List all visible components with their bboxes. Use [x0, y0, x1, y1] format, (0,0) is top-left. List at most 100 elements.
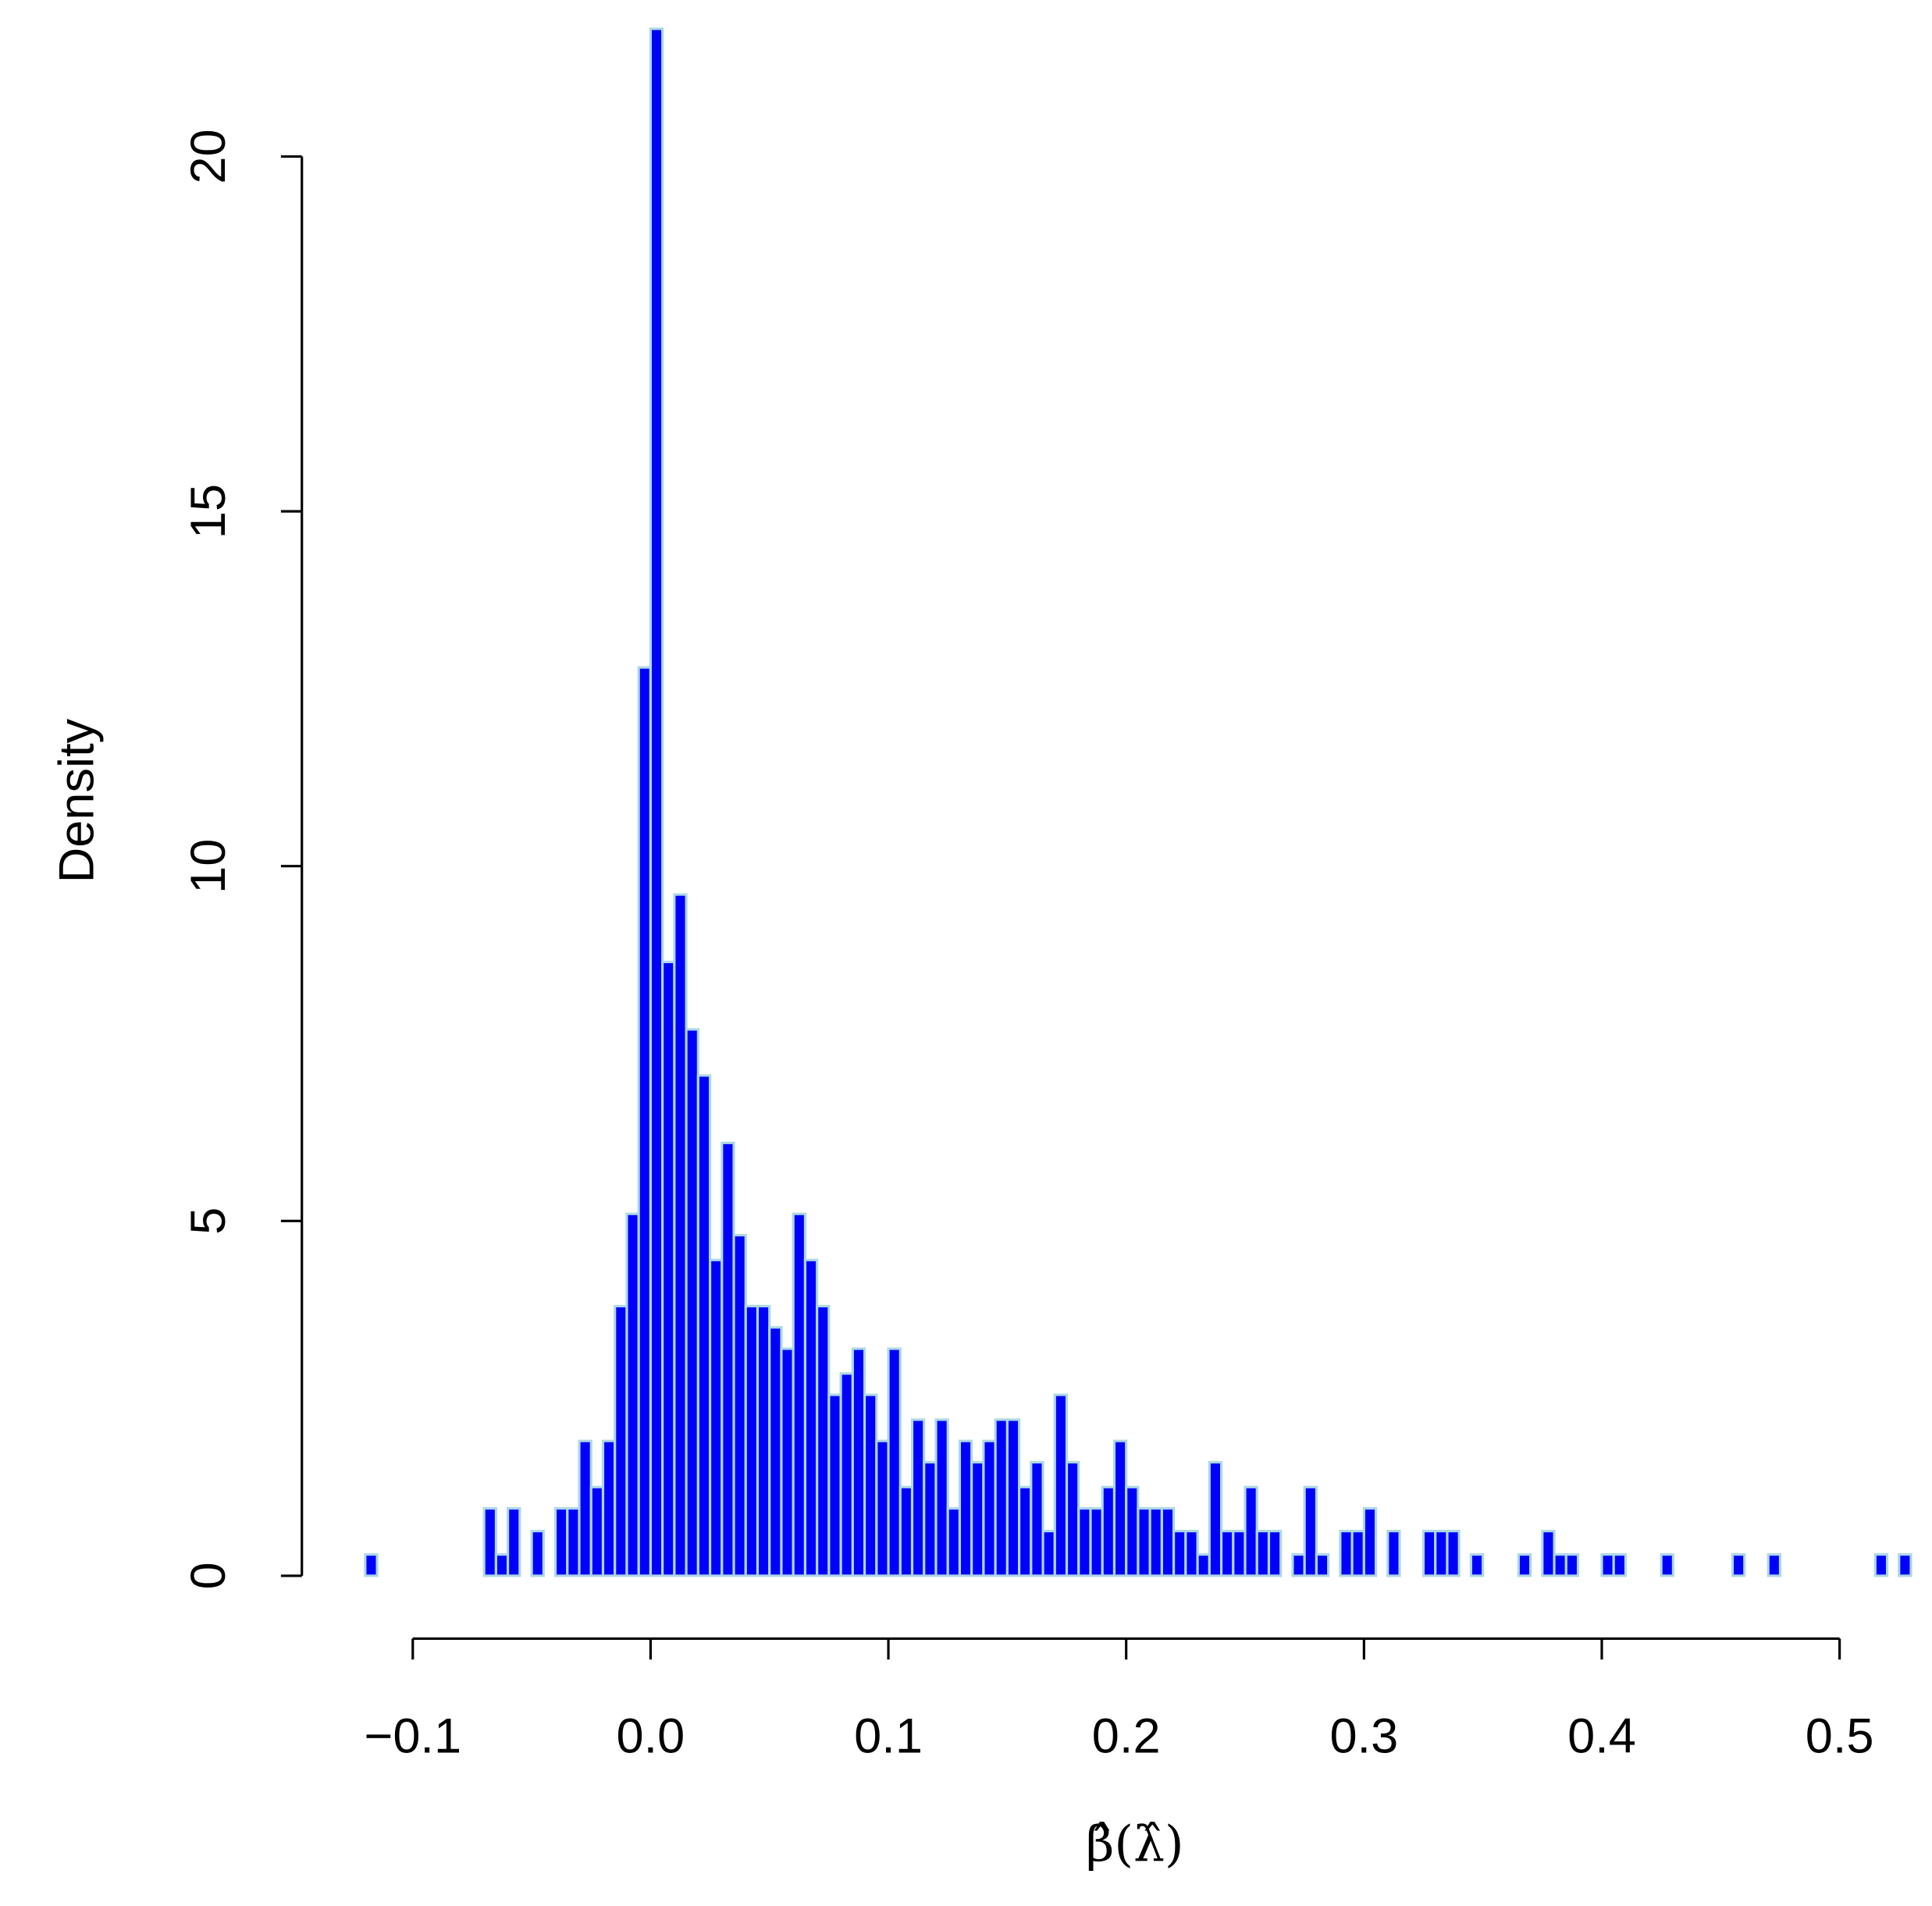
bar — [1125, 1485, 1140, 1577]
bar — [1089, 1506, 1104, 1577]
bar — [649, 27, 664, 1577]
bar — [1541, 1530, 1556, 1577]
bar — [1232, 1530, 1247, 1577]
bar — [792, 1212, 807, 1577]
bar — [685, 1028, 699, 1577]
bar — [946, 1506, 962, 1577]
x-tick-label: −0.1 — [364, 1709, 461, 1764]
bar — [898, 1485, 914, 1577]
bar — [851, 1347, 866, 1577]
bar — [507, 1506, 521, 1577]
bar — [958, 1439, 973, 1577]
bar — [1350, 1530, 1365, 1577]
bar — [625, 1212, 640, 1577]
bar — [578, 1439, 592, 1577]
x-tick-label: 0.1 — [854, 1709, 923, 1764]
y-tick-label: 15 — [181, 484, 236, 539]
bar — [1421, 1530, 1437, 1577]
bar — [732, 1233, 747, 1577]
bar — [1469, 1553, 1485, 1577]
bar — [1112, 1439, 1128, 1577]
bar — [1898, 1553, 1912, 1577]
bar — [1077, 1506, 1092, 1577]
bar — [673, 893, 688, 1577]
bar — [1160, 1506, 1176, 1577]
bar — [1065, 1460, 1080, 1577]
bar — [1731, 1553, 1746, 1577]
bar — [816, 1304, 831, 1577]
bar — [1030, 1460, 1044, 1577]
bar — [530, 1530, 545, 1577]
bar — [661, 960, 676, 1577]
bar — [1172, 1530, 1187, 1577]
bar — [1315, 1553, 1330, 1577]
bar — [1446, 1530, 1461, 1577]
bar — [601, 1439, 617, 1577]
bar — [1196, 1553, 1211, 1577]
bar — [923, 1460, 938, 1577]
bar — [934, 1418, 949, 1577]
y-tick-label: 10 — [181, 839, 236, 894]
bar — [566, 1506, 581, 1577]
bar — [1053, 1393, 1069, 1577]
bar — [553, 1506, 569, 1577]
y-tick-label: 0 — [181, 1562, 236, 1589]
bar — [803, 1258, 819, 1577]
bar — [827, 1393, 842, 1577]
bar — [756, 1304, 771, 1577]
bar — [482, 1506, 497, 1577]
bar — [1267, 1530, 1283, 1577]
bar — [1386, 1530, 1401, 1577]
bar — [1184, 1530, 1199, 1577]
bar — [720, 1141, 735, 1577]
bar — [910, 1418, 926, 1577]
bar — [1612, 1553, 1628, 1577]
bar — [1291, 1553, 1306, 1577]
bar — [1517, 1553, 1532, 1577]
bar — [982, 1439, 997, 1577]
x-tick-label: 0.2 — [1092, 1709, 1161, 1764]
bar — [1564, 1553, 1580, 1577]
bar — [708, 1258, 724, 1577]
bar — [863, 1393, 878, 1577]
x-axis-label: β̂(λ̂) — [1086, 1815, 1184, 1872]
bar — [637, 666, 652, 1577]
bar — [1873, 1553, 1889, 1577]
bar — [1148, 1506, 1163, 1577]
bar — [780, 1347, 795, 1577]
y-axis-label: Density — [49, 718, 104, 883]
bar — [1362, 1506, 1378, 1577]
bar — [768, 1326, 783, 1577]
bar — [887, 1347, 902, 1577]
bar — [875, 1439, 890, 1577]
bar — [696, 1074, 712, 1577]
bar — [1553, 1553, 1567, 1577]
y-tick-label: 5 — [181, 1207, 236, 1235]
bar — [1600, 1553, 1615, 1577]
bar — [1219, 1530, 1235, 1577]
bar — [744, 1304, 760, 1577]
bar — [1101, 1485, 1116, 1577]
bar — [494, 1553, 510, 1577]
bar — [1255, 1530, 1271, 1577]
bar — [1660, 1553, 1674, 1577]
bar — [1137, 1506, 1151, 1577]
x-tick-label: 0.4 — [1567, 1709, 1636, 1764]
bar — [1018, 1485, 1033, 1577]
bar — [364, 1553, 379, 1577]
bar — [1434, 1530, 1449, 1577]
bar — [839, 1372, 854, 1577]
bar — [1244, 1485, 1258, 1577]
bar — [589, 1485, 605, 1577]
bar — [1339, 1530, 1354, 1577]
bar — [970, 1460, 985, 1577]
bar — [1005, 1418, 1021, 1577]
bar — [1041, 1530, 1056, 1577]
x-tick-label: 0.5 — [1806, 1709, 1874, 1764]
bar — [994, 1418, 1009, 1577]
bar — [1208, 1460, 1223, 1577]
x-tick-label: 0.0 — [617, 1709, 685, 1764]
bar — [1303, 1485, 1318, 1577]
